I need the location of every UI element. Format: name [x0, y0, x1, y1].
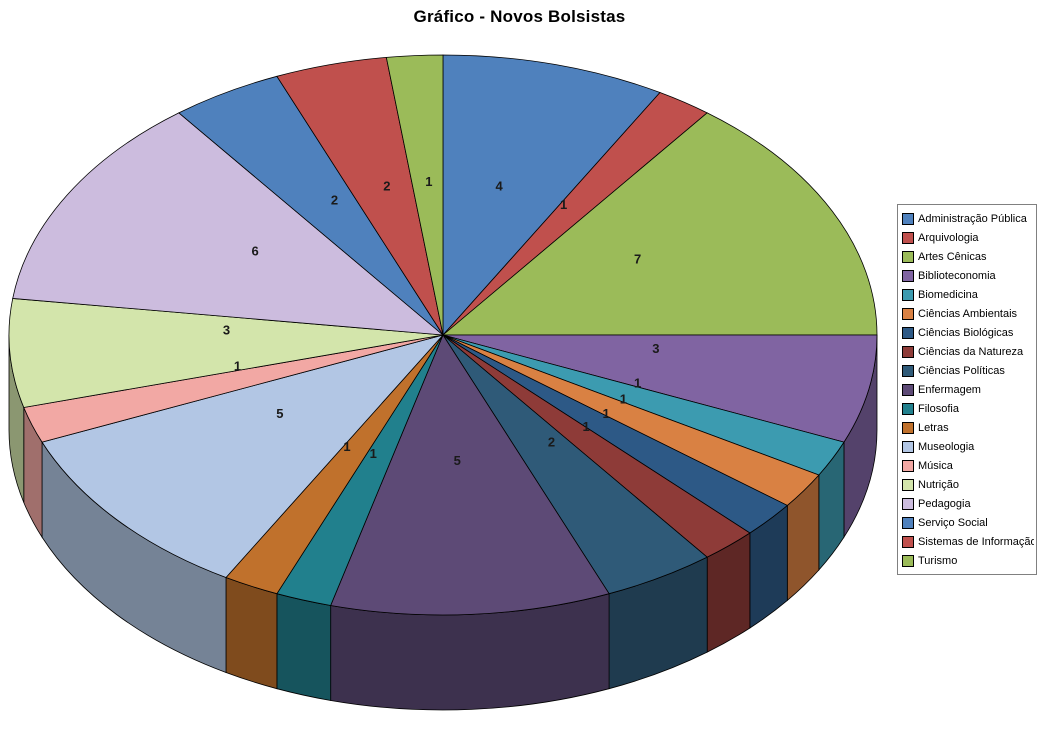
legend-item: Filosofia [900, 399, 1034, 418]
slice-value-label: 1 [343, 439, 350, 454]
legend-item: Biblioteconomia [900, 266, 1034, 285]
slice-value-label: 1 [634, 375, 641, 390]
pie-slice-side [225, 576, 278, 690]
slice-value-label: 7 [634, 252, 641, 267]
chart-title: Gráfico - Novos Bolsistas [413, 7, 626, 26]
legend-item: Arquivologia [900, 228, 1034, 247]
legend-item: Ciências Ambientais [900, 304, 1034, 323]
legend-label: Pedagogia [918, 497, 971, 510]
legend-item: Biomedicina [900, 285, 1034, 304]
legend-label: Artes Cênicas [918, 250, 987, 263]
pie-slice [8, 298, 444, 408]
legend-swatch [902, 250, 914, 263]
legend-swatch [902, 326, 914, 339]
slice-value-label: 5 [276, 406, 283, 421]
legend-item: Ciências Políticas [900, 361, 1034, 380]
legend-item: Administração Pública [900, 209, 1034, 228]
legend-item: Turismo [900, 551, 1034, 570]
slice-value-label: 3 [652, 341, 659, 356]
legend-swatch [902, 345, 914, 358]
legend-item: Museologia [900, 437, 1034, 456]
pie-slice [385, 54, 444, 336]
legend-label: Ciências Biológicas [918, 326, 1014, 339]
legend-swatch [902, 364, 914, 377]
legend-swatch [902, 212, 914, 225]
legend-swatch [902, 478, 914, 491]
pie-slice-side [276, 593, 332, 701]
legend-label: Turismo [918, 554, 958, 567]
legend-label: Enfermagem [918, 383, 981, 396]
legend-item: Enfermagem [900, 380, 1034, 399]
slice-value-label: 3 [223, 323, 230, 338]
slice-value-label: 1 [370, 446, 377, 461]
legend-swatch [902, 307, 914, 320]
legend-label: Ciências da Natureza [918, 345, 1024, 358]
legend-item: Ciências Biológicas [900, 323, 1034, 342]
legend-label: Sistemas de Informação [918, 535, 1034, 548]
pie-slice [442, 54, 661, 337]
legend-swatch [902, 440, 914, 453]
legend-item: Sistemas de Informação [900, 532, 1034, 551]
slice-value-label: 1 [425, 174, 432, 189]
legend-swatch [902, 269, 914, 282]
slice-value-label: 1 [560, 197, 567, 212]
legend-item: Artes Cênicas [900, 247, 1034, 266]
pie-slice [41, 334, 445, 578]
legend-item: Ciências da Natureza [900, 342, 1034, 361]
legend-swatch [902, 459, 914, 472]
legend-item: Letras [900, 418, 1034, 437]
legend-label: Administração Pública [918, 212, 1027, 225]
slice-value-label: 1 [603, 406, 610, 421]
slice-value-label: 1 [620, 391, 627, 406]
legend-swatch [902, 497, 914, 510]
legend-label: Ciências Ambientais [918, 307, 1018, 320]
legend-swatch [902, 231, 914, 244]
legend-label: Biomedicina [918, 288, 978, 301]
pie-slice [442, 334, 878, 443]
legend-label: Biblioteconomia [918, 269, 996, 282]
slice-value-label: 2 [548, 435, 555, 450]
legend-label: Serviço Social [918, 516, 988, 529]
legend-swatch [902, 402, 914, 415]
legend-label: Ciências Políticas [918, 364, 1005, 377]
legend-label: Letras [918, 421, 949, 434]
legend-swatch [902, 516, 914, 529]
legend-swatch [902, 421, 914, 434]
slice-value-label: 1 [582, 419, 589, 434]
pie-slice [441, 112, 878, 336]
legend-label: Museologia [918, 440, 975, 453]
legend-label: Nutrição [918, 478, 959, 491]
legend-item: Nutrição [900, 475, 1034, 494]
legend-item: Música [900, 456, 1034, 475]
legend-swatch [902, 383, 914, 396]
slice-value-label: 4 [496, 178, 504, 193]
slice-value-label: 1 [234, 359, 241, 374]
slice-value-label: 5 [454, 453, 461, 468]
slice-value-label: 2 [331, 192, 338, 207]
legend-swatch [902, 288, 914, 301]
legend-item: Pedagogia [900, 494, 1034, 513]
chart-legend: Administração Pública Arquivologia Artes C… [897, 204, 1037, 575]
legend-label: Música [918, 459, 953, 472]
slice-value-label: 6 [251, 244, 258, 259]
legend-swatch [902, 535, 914, 548]
legend-label: Arquivologia [918, 231, 979, 244]
legend-swatch [902, 554, 914, 567]
legend-label: Filosofia [918, 402, 959, 415]
pie-slice [12, 112, 445, 336]
pie-slice [330, 334, 610, 616]
legend-item: Serviço Social [900, 513, 1034, 532]
slice-value-label: 2 [383, 178, 390, 193]
